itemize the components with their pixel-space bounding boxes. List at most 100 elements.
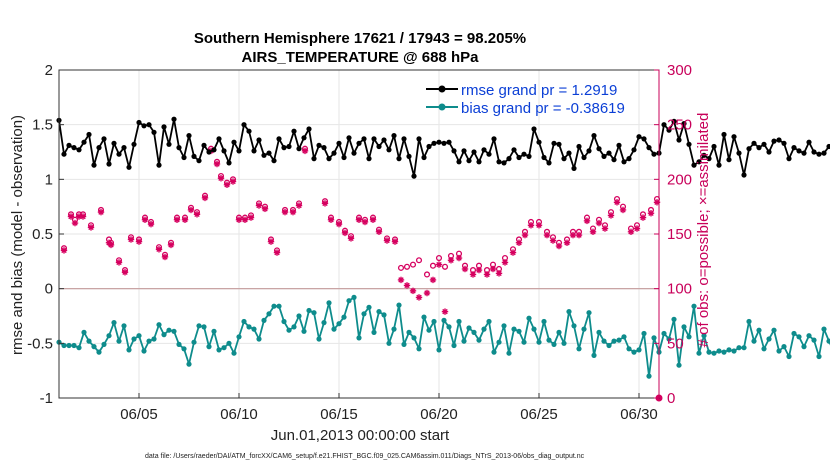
rmse-point: [286, 143, 292, 150]
bias-point: [576, 346, 582, 352]
rmse-point: [351, 150, 357, 156]
rmse-point: [116, 151, 122, 157]
rmse-point: [686, 141, 692, 147]
y-axis-right: 0 50 100 150 200 250 300: [654, 62, 692, 407]
obs-assimilated-stroke: [362, 219, 368, 225]
bias-point: [691, 303, 697, 309]
bias-point: [726, 347, 732, 353]
x-tick-label: 06/30: [620, 406, 658, 423]
bias-point: [486, 318, 492, 325]
bias-point: [711, 350, 717, 356]
rmse-point: [571, 165, 577, 171]
obs-assimilated-point: [369, 216, 377, 223]
rmse-point: [591, 133, 597, 139]
legend-bias-marker: [438, 103, 446, 111]
bias-point: [621, 334, 627, 340]
series-layer: [56, 116, 830, 379]
obs-possible-point: [435, 255, 443, 262]
rmse-point: [256, 137, 262, 143]
rmse-point: [756, 145, 762, 151]
obs-possible-point: [415, 257, 423, 264]
obs-assimilated-point: [383, 237, 391, 244]
bias-point: [166, 327, 172, 333]
bias-point: [341, 314, 347, 320]
obs-assimilated-point: [361, 218, 369, 226]
obs-assimilated-point: [653, 199, 661, 206]
bias-point: [206, 344, 212, 350]
rmse-point: [176, 145, 182, 151]
obs-assimilated-point: [327, 216, 335, 223]
obs-assimilated-point: [141, 216, 149, 223]
rmse-point: [771, 138, 777, 144]
rmse-point: [461, 148, 467, 154]
y-tick-label: 0.5: [32, 226, 53, 243]
bias-point: [276, 303, 282, 309]
obs-assimilated-point: [181, 216, 189, 223]
rmse-point: [241, 122, 247, 128]
bias-point: [106, 333, 112, 339]
bias-point: [381, 312, 387, 318]
obs-assimilated-stroke: [302, 148, 308, 154]
obs-assimilated-point: [341, 229, 349, 237]
obs-assimilated-stroke: [76, 213, 82, 220]
obs-assimilated-point: [223, 181, 231, 188]
rmse-point: [206, 149, 212, 155]
rmse-point: [661, 122, 667, 128]
obs-assimilated-point: [589, 228, 597, 236]
obs-assimilated-stroke: [72, 220, 78, 226]
obs-assimilated-point: [509, 249, 517, 256]
bias-point: [696, 350, 702, 356]
rmse-point: [541, 154, 547, 161]
obs-assimilated-point: [355, 216, 363, 223]
obs-assimilated-point: [75, 213, 83, 220]
rmse-point: [546, 160, 552, 166]
rmse-point: [606, 150, 612, 156]
bias-point: [581, 326, 587, 332]
bias-point: [281, 318, 287, 325]
bias-point: [406, 329, 412, 335]
obs-assimilated-point: [127, 236, 135, 243]
rmse-point: [791, 145, 797, 151]
bias-point: [76, 345, 82, 351]
bias-point: [286, 327, 292, 333]
obs-possible-point: [441, 263, 449, 270]
bias-point: [471, 329, 477, 335]
bias-point: [501, 323, 507, 329]
obs-assimilated-stroke: [142, 217, 148, 223]
bias-point: [456, 318, 462, 325]
y2-tick-label: 300: [667, 62, 692, 79]
rmse-series-line: [58, 118, 830, 177]
obs-assimilated-point: [335, 220, 343, 228]
legend: rmse grand pr = 1.2919 bias grand pr = -…: [426, 82, 625, 117]
rmse-point: [246, 128, 252, 134]
obs-assimilated-point: [375, 228, 383, 236]
obs-assimilated-stroke: [242, 217, 248, 223]
bias-point: [646, 373, 652, 379]
bias-point: [611, 338, 617, 344]
bias-point: [426, 327, 432, 333]
obs-assimilated-point: [441, 308, 449, 315]
rmse-point: [161, 124, 167, 130]
obs-assimilated-stroke: [370, 217, 376, 223]
bias-point: [391, 326, 397, 332]
bias-point: [116, 338, 122, 344]
rmse-point: [741, 172, 747, 178]
rmse-point: [701, 152, 707, 158]
bias-point: [701, 333, 707, 339]
rmse-point: [676, 137, 682, 143]
rmse-point: [671, 118, 677, 124]
bias-point: [586, 310, 592, 316]
obs-assimilated-point: [267, 238, 275, 245]
rmse-point: [346, 135, 352, 141]
bias-point: [591, 352, 597, 358]
bias-point: [451, 342, 457, 349]
chart-subtitle: AIRS_TEMPERATURE @ 688 hPa: [242, 49, 480, 66]
bias-point: [236, 334, 242, 340]
bias-point: [676, 362, 682, 368]
obs-assimilated-stroke: [496, 270, 502, 277]
rmse-point: [366, 156, 372, 162]
obs-assimilated-stroke: [584, 218, 590, 224]
obs-assimilated-stroke: [236, 217, 242, 223]
rmse-point: [816, 151, 822, 157]
rmse-point: [431, 140, 437, 146]
